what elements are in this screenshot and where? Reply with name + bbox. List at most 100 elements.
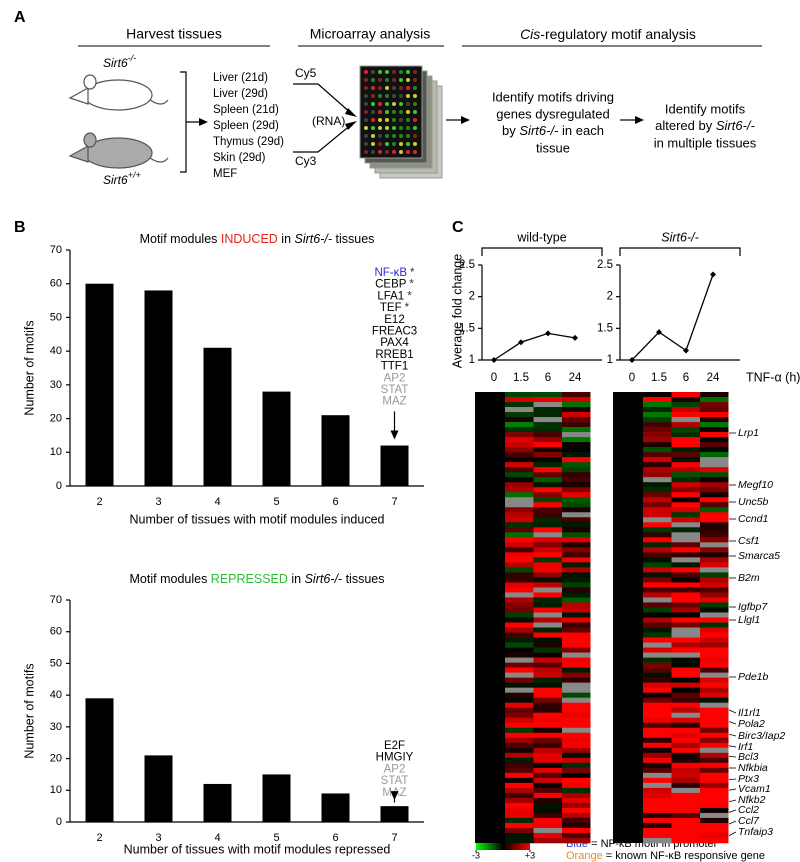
heatmap-cell — [505, 587, 534, 593]
heatmap-cell — [643, 467, 672, 473]
heatmap-cell — [671, 522, 700, 528]
heatmap-cell — [700, 552, 729, 558]
heatmap-cell — [700, 652, 729, 658]
heatmap-cell — [671, 562, 700, 568]
heatmap-cell — [700, 777, 729, 784]
text: by — [502, 123, 519, 138]
array-spot — [378, 126, 382, 130]
x-tick-label: 4 — [214, 832, 220, 844]
gene-label: Vcam1 — [738, 783, 771, 795]
x-tick-label: 2 — [96, 832, 102, 844]
heatmap-cell — [533, 507, 562, 513]
heatmap-cell — [533, 432, 562, 438]
heatmap-cell — [505, 447, 534, 453]
heatmap-cell — [505, 582, 534, 588]
array-spot — [392, 134, 396, 138]
heatmap-cell — [562, 447, 591, 453]
line — [493, 332, 576, 361]
heatmap-cell — [533, 552, 562, 558]
gene-pointer — [728, 809, 737, 813]
heatmap-cell — [562, 742, 591, 749]
heatmap-cell — [700, 647, 729, 653]
heatmap-cell — [643, 567, 672, 573]
heatmap-cell — [505, 782, 534, 789]
marker — [710, 271, 716, 278]
microarray — [359, 65, 443, 179]
heatmap-cell — [562, 512, 591, 518]
motif-label: HMGIY — [376, 752, 414, 764]
heatmap-cell — [505, 397, 534, 403]
y-tick-label: 1.5 — [597, 322, 613, 334]
heatmap-cell — [533, 792, 562, 799]
heatmap-cell — [562, 532, 591, 538]
heatmap-cell — [505, 607, 534, 613]
heatmap-cell — [700, 477, 729, 483]
heatmap-cell — [533, 697, 562, 703]
motif-name: STAT — [381, 775, 409, 787]
motif-name: LFA1 — [377, 290, 404, 302]
panel-label: B — [14, 219, 26, 236]
heatmap-cell — [671, 467, 700, 473]
heatmap-cell — [562, 427, 591, 433]
heatmap-cell — [643, 662, 672, 668]
heatmap-cell — [562, 477, 591, 483]
heatmap-cell — [505, 502, 534, 508]
heatmap-cell — [562, 767, 591, 774]
heatmap-cell — [505, 682, 534, 688]
heatmap-cell — [643, 697, 672, 703]
x-axis-label: Number of tissues with motif modules ind… — [130, 512, 385, 526]
heatmap-cell — [505, 547, 534, 553]
gene-label: Ptx3 — [738, 773, 759, 785]
heatmap-cell — [533, 652, 562, 658]
array-spot — [364, 94, 368, 98]
heatmap-cell — [533, 822, 562, 829]
heatmap-cell — [562, 592, 591, 598]
heatmap-cell — [533, 657, 562, 663]
heatmap-cell — [671, 827, 700, 834]
heatmap-cell — [505, 517, 534, 523]
heatmap-cell — [671, 672, 700, 678]
heatmap-cell — [505, 687, 534, 693]
motif-mark: * — [410, 267, 415, 279]
heatmap-cell — [505, 452, 534, 458]
x-tick-label: 7 — [391, 832, 397, 844]
heatmap-cell — [505, 402, 534, 408]
y-tick-label: 70 — [50, 244, 62, 256]
heatmap-cell — [533, 747, 562, 754]
array-spot — [392, 86, 396, 90]
heatmap-cell — [562, 832, 591, 839]
chart-title: Motif modules INDUCED in Sirt6-/- tissue… — [140, 232, 375, 246]
gene-label: Llgl1 — [738, 614, 760, 626]
heatmap-cell — [643, 632, 672, 638]
heatmap-cell — [700, 692, 729, 698]
gene-label: Irf1 — [738, 741, 753, 753]
heatmap-cell — [643, 772, 672, 779]
array-slide — [359, 65, 423, 159]
heatmap-cell — [671, 587, 700, 593]
heatmap-cell — [562, 472, 591, 478]
heatmap-cell — [533, 537, 562, 543]
heatmap-cell — [700, 562, 729, 568]
heatmap-cell — [643, 682, 672, 688]
heatmap-cell — [671, 822, 700, 829]
gene-pointer — [728, 745, 737, 748]
heatmap-cell — [671, 482, 700, 488]
array-spot — [378, 110, 382, 114]
heatmap-cell — [562, 392, 591, 398]
heatmap-cell — [562, 772, 591, 779]
heatmap-cell — [643, 692, 672, 698]
header-bracket — [481, 247, 603, 256]
array-spot — [399, 70, 403, 74]
heatmap-cell — [700, 662, 729, 668]
heatmap-cell — [533, 587, 562, 593]
array-spot — [385, 70, 389, 74]
heatmap-cell — [700, 567, 729, 573]
motif-name: RREB1 — [375, 349, 413, 361]
array-spot — [364, 86, 368, 90]
array-spot — [371, 150, 375, 154]
panel-label: C — [452, 219, 464, 236]
heatmap-cell — [671, 807, 700, 814]
motif-label: E12 — [384, 314, 404, 326]
step-line: Identify motifs driving — [492, 89, 614, 104]
heatmap-cell — [505, 482, 534, 488]
